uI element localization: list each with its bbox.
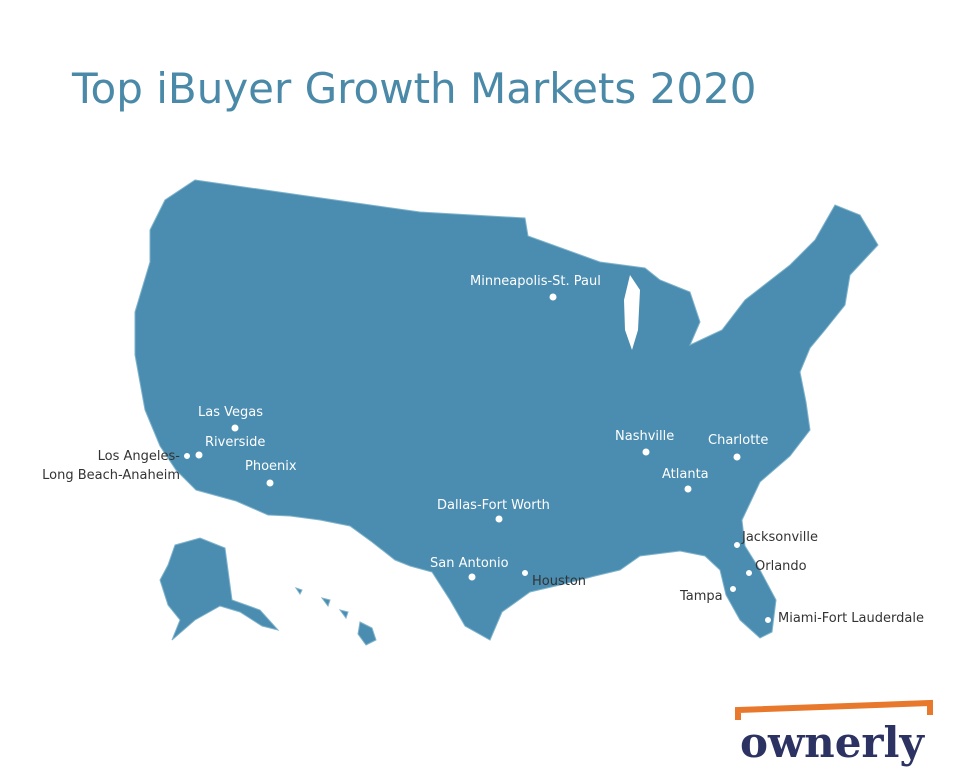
city-dot	[521, 569, 529, 577]
logo-bracket	[735, 699, 933, 720]
city-layer: Minneapolis-St. Paul Las Vegas Riverside Lo…	[42, 274, 924, 626]
city-label: Charlotte	[708, 433, 768, 448]
city-dot	[733, 541, 741, 549]
title: Top iBuyer Growth Markets 2020	[71, 64, 757, 113]
city-dot	[231, 424, 239, 432]
city-dot	[195, 451, 203, 459]
city-dot	[266, 479, 274, 487]
city-label: San Antonio	[430, 556, 509, 571]
continental-us	[134, 179, 879, 641]
city-dot	[468, 573, 476, 581]
logo-text: ownerly	[740, 718, 926, 767]
city-dot	[495, 515, 503, 523]
lake-michigan	[624, 275, 640, 350]
city-dot	[733, 453, 741, 461]
city-dot	[684, 485, 692, 493]
city-label: Minneapolis-St. Paul	[470, 274, 601, 289]
city-label: Atlanta	[662, 467, 709, 482]
us-map	[134, 179, 879, 646]
city-dot	[183, 452, 191, 460]
city-label: Tampa	[679, 589, 723, 604]
city-label: Nashville	[615, 429, 674, 444]
city-label: Phoenix	[245, 459, 297, 474]
city-label: Las Vegas	[198, 405, 263, 420]
city-label: Orlando	[755, 559, 807, 574]
city-label: Riverside	[205, 435, 265, 450]
city-label: Houston	[532, 574, 586, 589]
city-label: Jacksonville	[741, 530, 818, 545]
city-dot	[729, 585, 737, 593]
city-label: Long Beach-Anaheim	[42, 468, 180, 483]
city-dot	[745, 569, 753, 577]
hawaii	[294, 587, 377, 646]
city-dot	[764, 616, 772, 624]
city-dot	[549, 293, 557, 301]
city-label: Los Angeles-	[98, 449, 181, 464]
logo: ownerly	[735, 699, 933, 767]
city-label: Dallas-Fort Worth	[437, 498, 550, 513]
city-label: Miami-Fort Lauderdale	[778, 611, 924, 626]
city-dot	[642, 448, 650, 456]
alaska	[159, 537, 280, 641]
